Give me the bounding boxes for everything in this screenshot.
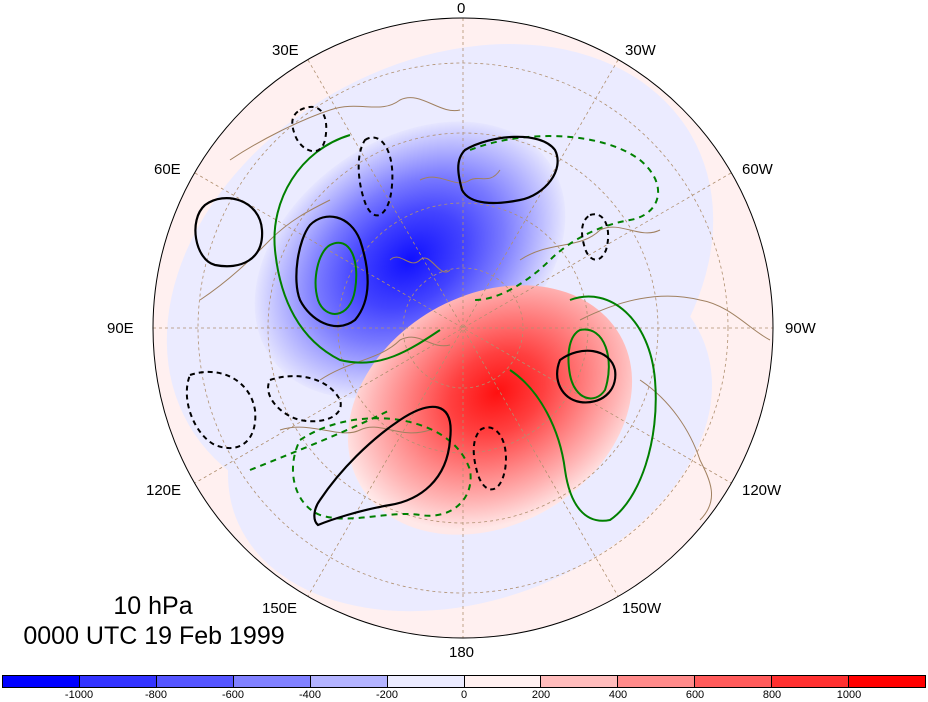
colorbar-swatch — [3, 676, 80, 687]
lon-label-180: 180 — [449, 644, 475, 661]
lon-label-90e: 90E — [107, 320, 134, 337]
lon-label-30e: 30E — [272, 42, 299, 59]
colorbar-swatch — [464, 676, 542, 687]
lon-label-30w: 30W — [625, 42, 656, 59]
colorbar-swatch — [849, 676, 926, 687]
colorbar-tick-label: -200 — [375, 689, 399, 701]
geopotential-high — [347, 285, 633, 535]
lon-label-0: 0 — [457, 0, 466, 17]
title-pressure-level: 10 hPa — [113, 592, 193, 620]
lon-label-90w: 90W — [785, 320, 816, 337]
map-disk — [153, 18, 773, 638]
lon-label-120w: 120W — [742, 482, 782, 499]
contours-black-solid — [194, 135, 617, 527]
polar-stereographic-map — [152, 17, 774, 639]
colorbar-tick-label: 400 — [608, 689, 628, 701]
contours-green-solid — [273, 134, 657, 522]
colorbar-swatch — [541, 676, 619, 687]
colorbar-tick-label: -800 — [144, 689, 168, 701]
colorbar-tick-label: 1000 — [836, 689, 862, 701]
colorbar-swatch — [618, 676, 696, 687]
colorbar-tick-label: 200 — [531, 689, 551, 701]
colorbar-tick-label: 0 — [460, 689, 468, 701]
title-datetime: 0000 UTC 19 Feb 1999 — [23, 622, 285, 650]
colorbar-swatch — [233, 676, 311, 687]
colorbar-swatch — [156, 676, 234, 687]
contours-green-dashed — [249, 135, 659, 520]
colorbar-swatch — [695, 676, 773, 687]
colorbar-swatch — [772, 676, 850, 687]
colorbar-swatch — [79, 676, 157, 687]
colorbar — [2, 675, 926, 688]
colorbar-tick-label: 800 — [762, 689, 782, 701]
lon-label-60e: 60E — [154, 161, 181, 178]
lon-label-150w: 150W — [622, 600, 662, 617]
graticule — [153, 18, 773, 638]
colorbar-tick-label: -1000 — [64, 689, 94, 701]
lon-label-120e: 120E — [146, 482, 182, 499]
map-boundary — [152, 17, 774, 639]
colorbar-swatch — [387, 676, 465, 687]
colorbar-tick-label: 600 — [685, 689, 705, 701]
colorbar-tick-label: -600 — [221, 689, 245, 701]
contours-black-dashed — [185, 105, 610, 491]
colorbar-tick-label: -400 — [298, 689, 322, 701]
lon-label-150e: 150E — [262, 600, 298, 617]
colorbar-swatch — [310, 676, 388, 687]
coastlines — [199, 97, 771, 521]
lon-label-60w: 60W — [742, 161, 773, 178]
